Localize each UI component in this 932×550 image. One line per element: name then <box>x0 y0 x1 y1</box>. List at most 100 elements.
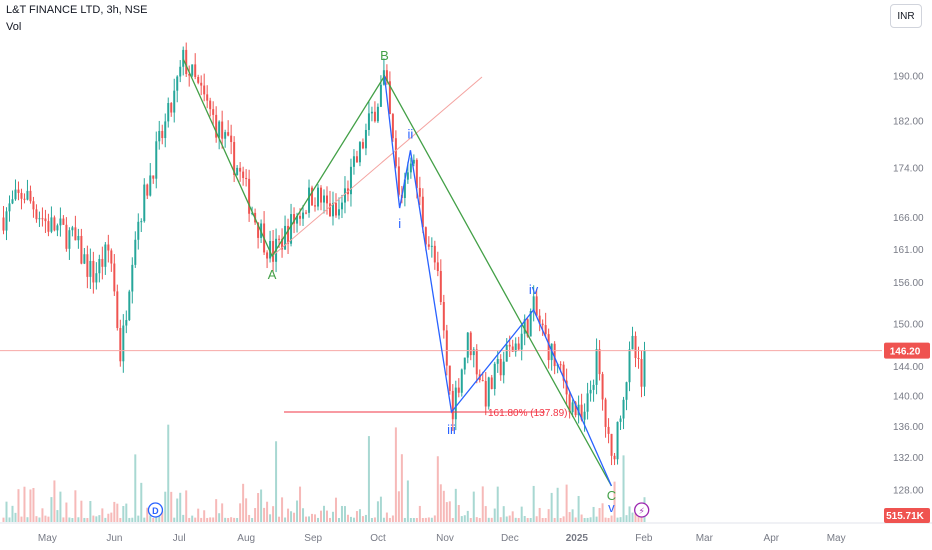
volume-bar <box>343 506 346 522</box>
volume-bar <box>370 517 373 522</box>
volume-bar <box>62 517 65 522</box>
candle-body <box>376 106 379 122</box>
x-tick-label: Mar <box>696 533 714 544</box>
candle-body <box>299 215 302 219</box>
volume-bar <box>613 481 616 522</box>
candle-body <box>424 227 427 245</box>
volume-bar <box>59 491 62 522</box>
volume-bar <box>305 516 308 522</box>
candle-body <box>436 262 439 272</box>
candle-body <box>337 209 340 216</box>
candle-body <box>236 167 239 175</box>
candle-body <box>164 121 167 139</box>
earnings-marker <box>634 502 650 518</box>
volume-bar <box>349 516 352 522</box>
candle-body <box>29 190 32 202</box>
candle-body <box>56 225 59 231</box>
volume-bar <box>242 483 245 522</box>
volume-bar <box>583 517 586 522</box>
volume-bar <box>29 489 32 522</box>
dividend-marker <box>147 502 164 518</box>
volume-bar <box>496 486 499 522</box>
candle-body <box>218 121 221 138</box>
volume-bar <box>397 491 400 522</box>
volume-bar <box>622 455 625 522</box>
candle-body <box>122 325 125 362</box>
volume-bar <box>511 511 514 522</box>
volume-bar <box>346 514 349 522</box>
candle-body <box>331 202 334 217</box>
candle-body <box>17 189 20 193</box>
candle-body <box>125 320 128 326</box>
volume-bar <box>65 502 68 522</box>
volume-bar <box>601 503 604 522</box>
candle-body <box>32 201 35 210</box>
candle-body <box>107 244 110 251</box>
volume-bar <box>134 454 137 522</box>
last-price-label: 146.20 <box>890 347 921 358</box>
candle-body <box>493 363 496 389</box>
volume-bar <box>167 424 170 522</box>
candle-body <box>146 184 149 196</box>
candle-body <box>454 387 457 420</box>
candle-body <box>625 382 628 400</box>
candle-body <box>343 188 346 203</box>
candle-body <box>281 238 284 250</box>
volume-bar <box>484 506 487 522</box>
volume-bar <box>463 515 466 522</box>
volume-bar <box>104 517 107 522</box>
volume-bar <box>287 508 290 522</box>
candle-body <box>487 377 490 407</box>
candle-body <box>577 404 580 416</box>
volume-bar <box>323 505 325 522</box>
x-tick-label: Sep <box>304 533 322 544</box>
candles <box>2 42 646 466</box>
volume-bar <box>218 513 221 522</box>
volume-bar <box>520 506 523 522</box>
volume-bar <box>296 500 299 522</box>
candle-body <box>2 217 5 231</box>
volume-bar <box>197 508 200 522</box>
currency-button[interactable]: INR <box>890 4 922 28</box>
candle-body <box>460 369 463 393</box>
candle-body <box>592 384 595 390</box>
volume-bar <box>559 517 562 522</box>
volume-bar <box>209 517 212 522</box>
candle-body <box>439 271 442 303</box>
candle-body <box>320 187 323 203</box>
volume-bar <box>227 517 230 522</box>
wave-label-i: i <box>398 216 401 231</box>
volume-bar <box>352 517 355 522</box>
candle-body <box>311 187 314 206</box>
y-tick-label: 144.00 <box>893 362 924 373</box>
candle-body <box>451 390 454 420</box>
candle-body <box>152 175 155 179</box>
volume-bar <box>466 510 469 522</box>
candle-body <box>580 404 583 420</box>
candle-body <box>284 225 287 250</box>
impulse-wave-line <box>383 75 613 487</box>
candle-body <box>613 455 616 460</box>
candle-body <box>221 121 224 139</box>
volume-bar <box>589 517 592 522</box>
volume-bar <box>278 516 281 522</box>
candle-body <box>35 209 38 220</box>
volume-bar <box>481 486 484 522</box>
volume-bar <box>628 506 631 522</box>
candle-body <box>448 365 451 391</box>
volume-bar <box>290 511 293 522</box>
candle-body <box>574 402 577 416</box>
candle-body <box>340 202 343 210</box>
candle-body <box>116 291 119 329</box>
candle-body <box>418 187 421 197</box>
y-tick-label: 150.00 <box>893 319 924 330</box>
candle-body <box>62 218 65 225</box>
volume-bar <box>631 512 634 522</box>
x-tick-label: Jun <box>106 533 122 544</box>
candle-body <box>5 211 8 231</box>
candle-body <box>373 111 376 122</box>
candle-body <box>562 364 565 381</box>
volume-bar <box>56 510 59 522</box>
candle-body <box>352 156 355 167</box>
